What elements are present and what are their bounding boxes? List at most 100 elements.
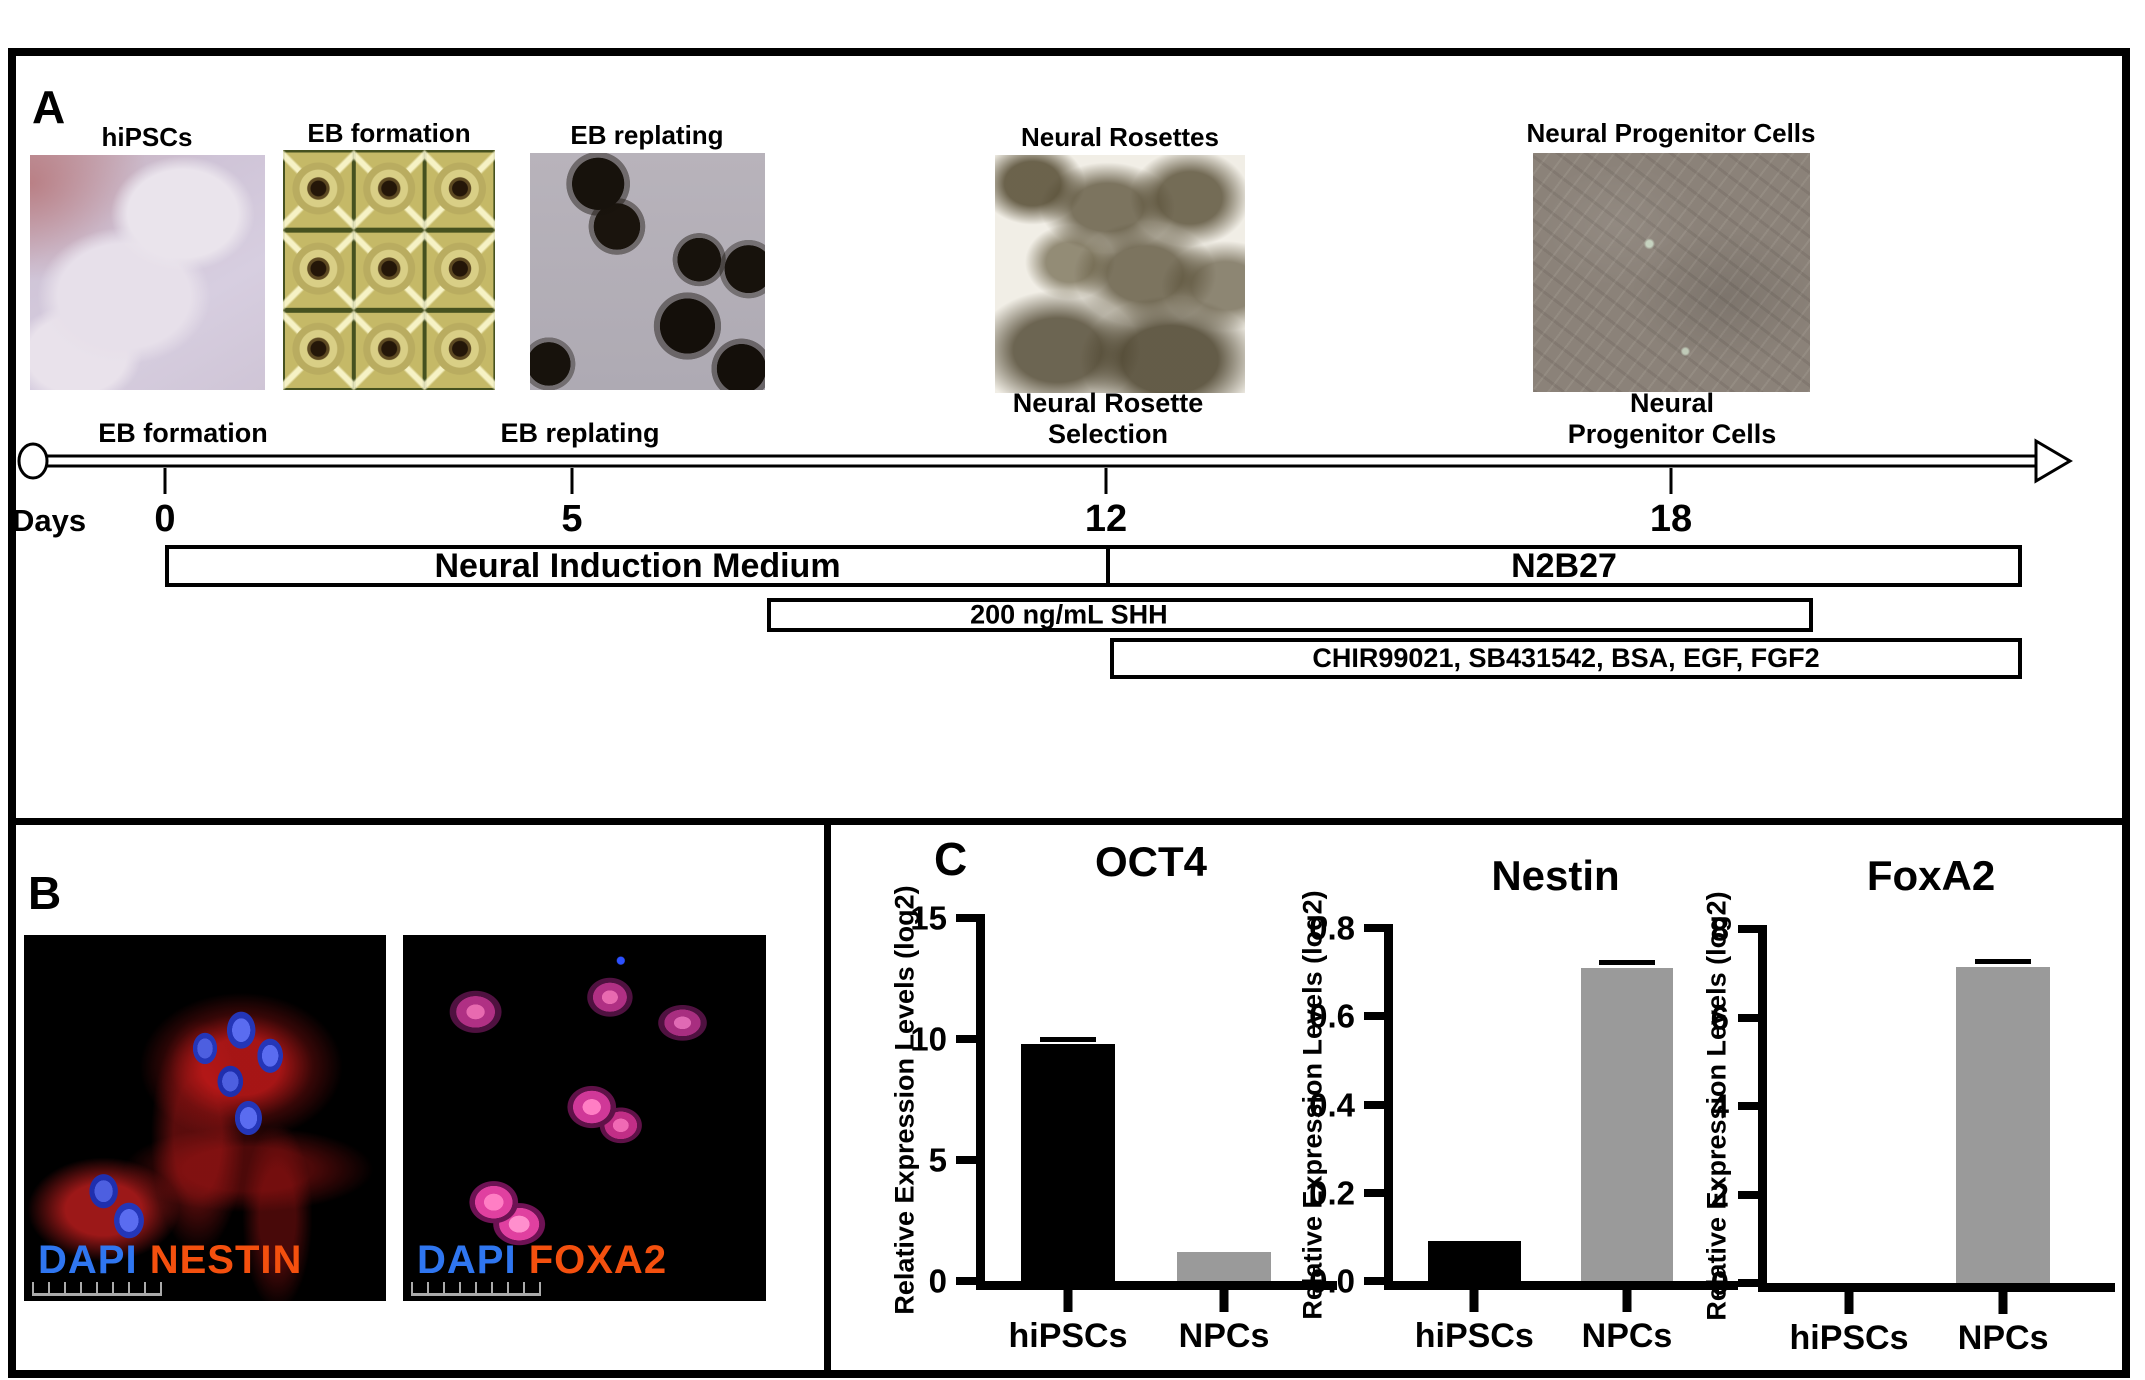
media-bar-label: 200 ng/mL SHH [970, 599, 1168, 630]
stage-label-neural-progenitor-cells: Neural Progenitor Cells [1567, 388, 1777, 450]
media-bar-chir-cocktail: CHIR99021, SB431542, BSA, EGF, FGF2 [1110, 638, 2022, 679]
x-tick-npcs [1998, 1292, 2008, 1314]
x-label-npcs: NPCs [1957, 1319, 2049, 1357]
chart-title-nestin: Nestin [1491, 852, 1620, 899]
x-label-npcs: NPCs [1581, 1317, 1673, 1355]
error-bar-hipscs [1039, 1037, 1097, 1043]
bar-chart-nestin: 0.0 0.2 0.4 0.6 0.8 hiPSCs NPCs [1309, 912, 1738, 1355]
day-number-5: 5 [561, 498, 583, 540]
timeline-arrowhead [2034, 438, 2073, 484]
x-tick-hipscs [1844, 1292, 1854, 1314]
if-image-dapi-nestin: DAPI NESTIN [24, 935, 386, 1301]
bar-chart-oct4: 0 5 10 15 hiPSCs NPCs [910, 902, 1337, 1355]
if-caption: DAPI FOXA2 [417, 1238, 667, 1283]
micrograph-neural-rosettes [995, 155, 1245, 393]
y-tick [1364, 924, 1384, 932]
days-axis-label: Days [12, 503, 87, 538]
y-tick-label: 10 [910, 1020, 947, 1058]
y-tick-label: 0.8 [1309, 909, 1355, 947]
x-label-hipscs: hiPSCs [1414, 1317, 1534, 1355]
timeline-arrow [17, 438, 2073, 494]
x-axis-line [1384, 1281, 1738, 1290]
media-bar-label: Neural Induction Medium [434, 546, 841, 585]
y-tick-label: 0.4 [1309, 1086, 1355, 1123]
micrograph-eb-formation [283, 150, 495, 390]
bar-npcs [1956, 966, 2050, 1283]
y-axis-label-oct4: Relative Expression Levels (log2) [889, 885, 920, 1315]
scale-bar [411, 1282, 541, 1296]
x-tick-hipscs [1063, 1290, 1073, 1312]
media-bar-n2b27: N2B27 [1106, 545, 2022, 587]
micrograph-label-eb-formation: EB formation [307, 118, 471, 148]
media-bar-neural-induction-medium: Neural Induction Medium [165, 545, 1110, 587]
y-tick-label: 6 [1710, 999, 1729, 1036]
micrograph-neural-progenitor-cells [1533, 153, 1810, 392]
stage-label-eb-replating: EB replating [500, 418, 660, 448]
stain-label-dapi: DAPI [417, 1238, 517, 1282]
x-label-npcs: NPCs [1178, 1317, 1270, 1355]
chart-title-foxa2: FoxA2 [1866, 852, 1996, 899]
y-tick [956, 1277, 976, 1285]
micrograph-hipscs [30, 155, 265, 390]
day-number-0: 0 [154, 498, 176, 540]
micrograph-label-neural-rosettes: Neural Rosettes [1021, 122, 1219, 152]
y-tick-label: 2 [1710, 1176, 1729, 1213]
stain-label-dapi: DAPI [38, 1238, 138, 1282]
y-tick-label: 0.0 [1309, 1262, 1355, 1300]
error-bar-npcs [1599, 960, 1655, 966]
chart-title-oct4: OCT4 [1094, 838, 1207, 885]
media-bar-shh: 200 ng/mL SHH [767, 598, 1813, 632]
y-tick-label: 0 [1710, 1264, 1729, 1302]
if-caption: DAPI NESTIN [38, 1238, 302, 1283]
x-tick-hipscs [1469, 1290, 1479, 1312]
micrograph-eb-replating [530, 153, 765, 390]
x-label-hipscs: hiPSCs [1008, 1317, 1128, 1355]
y-tick [1364, 1100, 1384, 1109]
media-bar-label: CHIR99021, SB431542, BSA, EGF, FGF2 [1312, 643, 1820, 673]
y-tick-label: 8 [1710, 910, 1729, 948]
y-tick-label: 0.6 [1309, 997, 1355, 1035]
bar-npcs [1580, 967, 1674, 1281]
y-tick [1738, 925, 1758, 933]
y-tick [956, 1156, 976, 1164]
panel-c-label: C [934, 833, 968, 885]
day-number-18: 18 [1649, 498, 1693, 540]
y-tick [1364, 1277, 1384, 1285]
bar-hipscs [1020, 1043, 1116, 1281]
bar-chart-foxa2: 0 2 4 6 8 hiPSCs NPCs [1711, 913, 2115, 1357]
error-bar-npcs [1975, 959, 2032, 965]
y-tick-label: 5 [928, 1141, 947, 1179]
panel-a-label: A [32, 81, 66, 133]
timeline-start-circle [17, 442, 49, 480]
day-number-12: 12 [1084, 498, 1128, 540]
bar-hipscs [1427, 1241, 1521, 1281]
x-tick-npcs [1219, 1290, 1229, 1312]
y-axis-line [1758, 925, 1767, 1292]
y-tick [956, 914, 976, 922]
stain-label-nestin: NESTIN [149, 1238, 303, 1282]
bar-npcs [1176, 1251, 1272, 1281]
y-tick [956, 1035, 976, 1043]
y-tick-label: 15 [910, 899, 947, 937]
y-axis-line [976, 914, 985, 1290]
panel-b-label: B [28, 867, 62, 919]
y-axis-line [1384, 924, 1393, 1290]
y-tick-label: 0.2 [1309, 1174, 1355, 1212]
x-axis-line [976, 1281, 1337, 1290]
micrograph-label-neural-progenitor-cells: Neural Progenitor Cells [1526, 118, 1816, 148]
y-tick [1364, 1012, 1384, 1021]
stage-label-neural-rosette-selection: Neural Rosette Selection [1012, 388, 1204, 450]
y-tick [1364, 1188, 1384, 1197]
x-label-hipscs: hiPSCs [1789, 1319, 1909, 1357]
y-tick [1738, 1102, 1758, 1110]
y-tick [1738, 1279, 1758, 1287]
media-bar-label: N2B27 [1511, 546, 1617, 585]
y-tick [1738, 1190, 1758, 1199]
y-tick [1738, 1013, 1758, 1022]
stain-label-foxa2: FOXA2 [528, 1238, 668, 1282]
stage-label-eb-formation: EB formation [98, 418, 268, 448]
panel-separator-vertical [824, 818, 831, 1378]
micrograph-label-eb-replating: EB replating [570, 120, 724, 150]
x-axis-line [1758, 1283, 2115, 1292]
if-image-dapi-foxa2: DAPI FOXA2 [403, 935, 766, 1301]
